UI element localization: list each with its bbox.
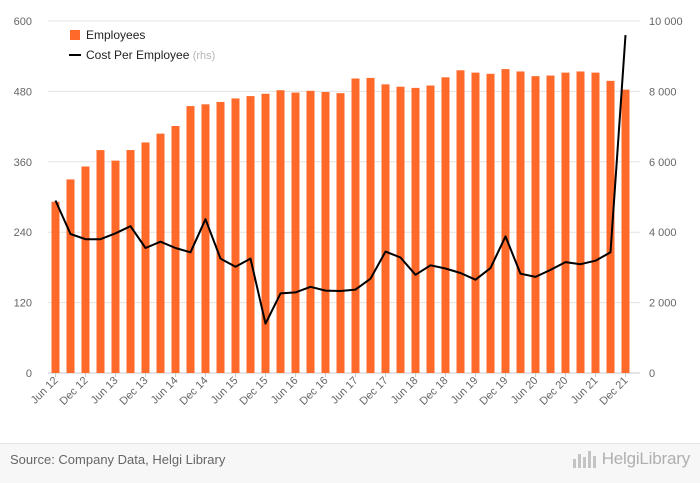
bar bbox=[516, 71, 525, 373]
x-tick-label: Dec 12 bbox=[57, 375, 90, 408]
bar bbox=[381, 84, 390, 374]
bar bbox=[111, 160, 120, 373]
x-tick-label: Dec 17 bbox=[357, 375, 390, 408]
x-tick-label: Dec 13 bbox=[117, 375, 150, 408]
x-tick-label: Jun 14 bbox=[149, 375, 181, 407]
bar bbox=[621, 89, 630, 373]
bar bbox=[366, 77, 375, 373]
bar bbox=[606, 80, 615, 373]
bar bbox=[321, 91, 330, 373]
bar bbox=[411, 87, 420, 373]
x-tick-label: Dec 18 bbox=[417, 375, 450, 408]
bar bbox=[471, 72, 480, 374]
bar bbox=[96, 150, 105, 373]
y-left-tick-label: 240 bbox=[14, 227, 32, 239]
x-tick-label: Dec 14 bbox=[177, 375, 210, 408]
bar bbox=[531, 76, 540, 373]
legend-label-cost-per-employee: Cost Per Employee (rhs) bbox=[86, 48, 215, 62]
x-tick-label: Jun 13 bbox=[89, 375, 121, 407]
x-tick-label: Dec 19 bbox=[477, 375, 510, 408]
bar bbox=[441, 77, 450, 373]
x-tick-label: Jun 19 bbox=[449, 375, 481, 407]
bar bbox=[51, 201, 60, 373]
bar bbox=[261, 93, 270, 373]
y-right-tick-label: 10 000 bbox=[649, 16, 683, 28]
x-tick-label: Jun 18 bbox=[389, 375, 421, 407]
y-right-tick-label: 2 000 bbox=[649, 298, 677, 310]
bar bbox=[66, 179, 75, 373]
x-tick-label: Jun 20 bbox=[509, 375, 541, 407]
bar bbox=[126, 150, 135, 373]
bar bbox=[591, 72, 600, 374]
x-tick-label: Jun 17 bbox=[329, 375, 361, 407]
bar bbox=[276, 90, 285, 373]
bar bbox=[351, 78, 360, 373]
bar bbox=[501, 69, 510, 374]
bar bbox=[141, 142, 150, 373]
y-right-tick-label: 4 000 bbox=[649, 227, 677, 239]
bar bbox=[231, 98, 240, 373]
y-right-tick-label: 0 bbox=[649, 368, 655, 380]
x-tick-label: Dec 21 bbox=[597, 375, 630, 408]
bar bbox=[486, 73, 495, 374]
y-left-tick-label: 600 bbox=[14, 16, 32, 28]
bar bbox=[576, 71, 585, 373]
y-left-tick-label: 0 bbox=[26, 368, 32, 380]
y-left-tick-label: 480 bbox=[14, 86, 32, 98]
legend-swatch-employees bbox=[70, 30, 80, 40]
y-left-tick-label: 120 bbox=[14, 298, 32, 310]
bar bbox=[186, 106, 195, 374]
bar bbox=[456, 70, 465, 373]
bar bbox=[171, 126, 180, 373]
cost-per-employee-line bbox=[54, 35, 627, 325]
bar bbox=[246, 96, 255, 374]
bar bbox=[156, 133, 165, 373]
y-left-tick-label: 360 bbox=[14, 157, 32, 169]
y-right-tick-label: 6 000 bbox=[649, 157, 677, 169]
x-tick-label: Dec 20 bbox=[537, 375, 570, 408]
x-tick-label: Jun 21 bbox=[569, 375, 601, 407]
bar bbox=[336, 93, 345, 373]
bar bbox=[546, 75, 555, 373]
x-tick-label: Dec 15 bbox=[237, 375, 270, 408]
x-tick-label: Dec 16 bbox=[297, 375, 330, 408]
y-right-tick-label: 8 000 bbox=[649, 86, 677, 98]
x-tick-label: Jun 16 bbox=[269, 375, 301, 407]
legend-label-employees: Employees bbox=[86, 28, 145, 42]
bar bbox=[81, 166, 90, 373]
footer-divider bbox=[0, 443, 700, 444]
bar bbox=[201, 104, 210, 373]
bar bbox=[216, 101, 225, 374]
source-note: Source: Company Data, Helgi Library bbox=[10, 452, 226, 467]
brand-logo[interactable]: HelgiLibrary bbox=[572, 449, 691, 469]
bar bbox=[426, 85, 435, 374]
bar bbox=[561, 72, 570, 374]
bar bbox=[396, 86, 405, 373]
x-tick-label: Jun 12 bbox=[29, 375, 61, 407]
brand-name: HelgiLibrary bbox=[601, 449, 691, 468]
library-icon bbox=[572, 450, 596, 468]
bar bbox=[306, 90, 315, 374]
bar bbox=[291, 92, 300, 373]
x-tick-label: Jun 15 bbox=[209, 375, 241, 407]
